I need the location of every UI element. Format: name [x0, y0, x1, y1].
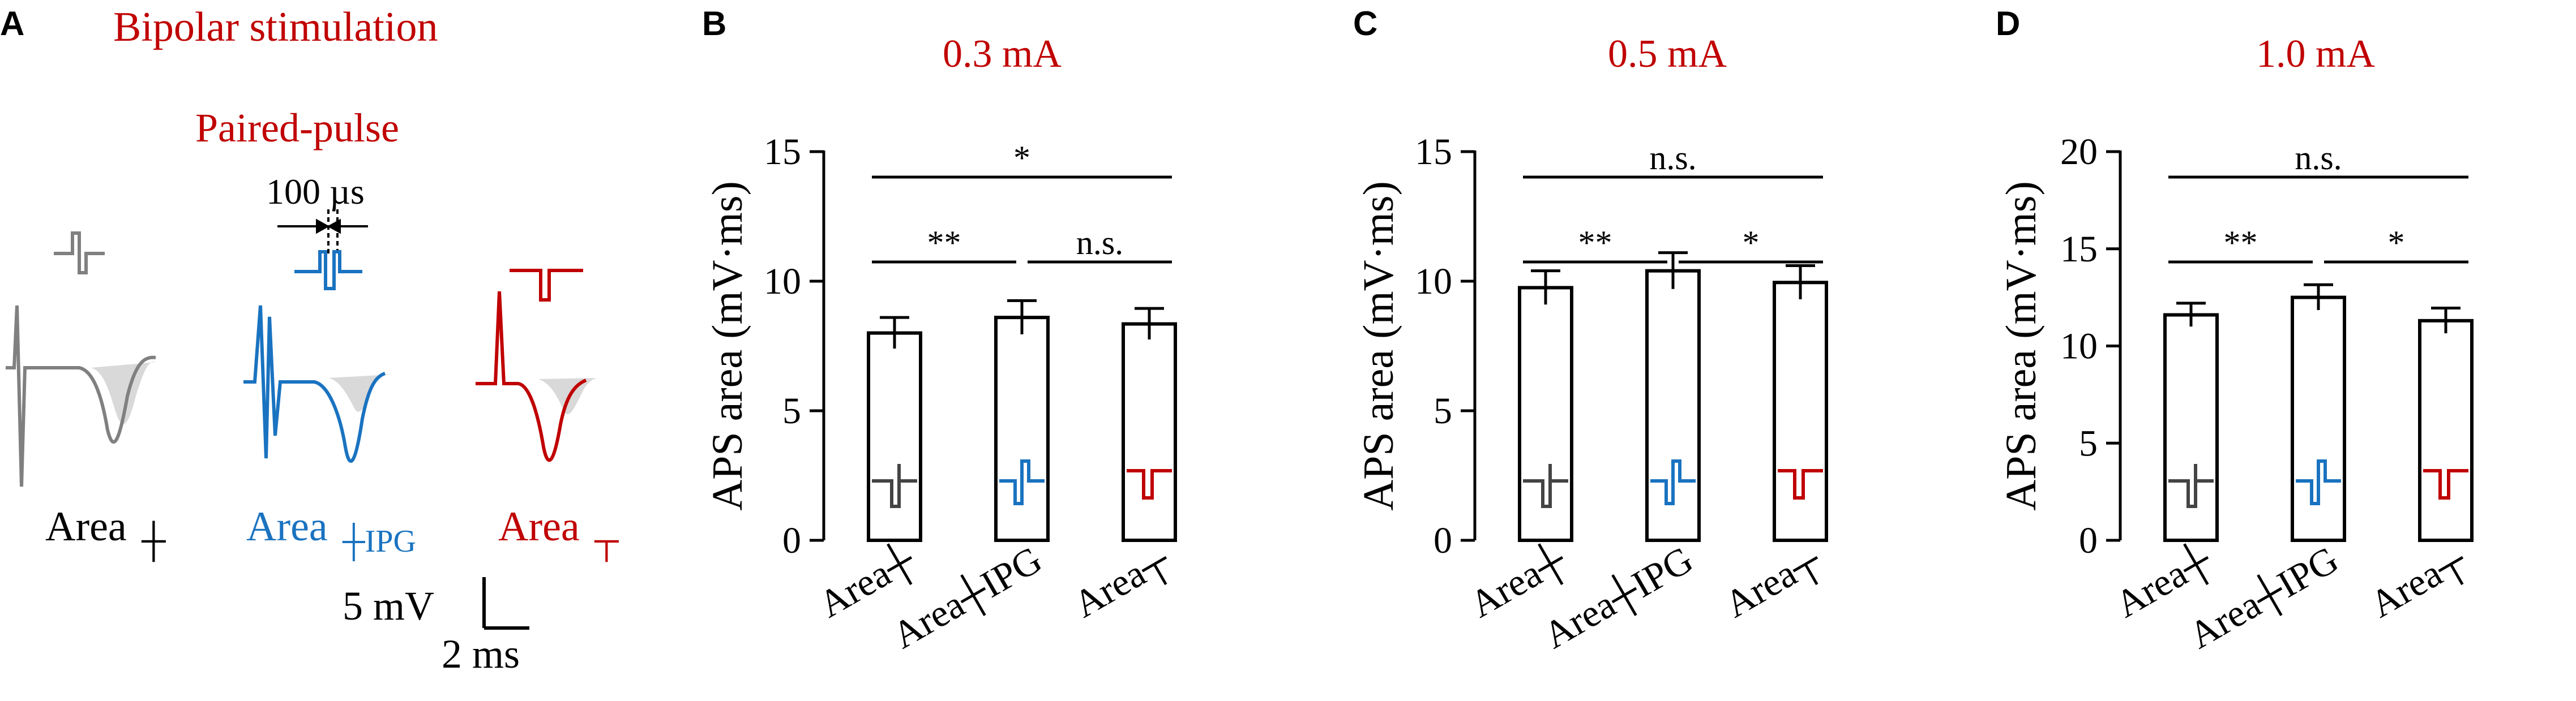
- bar: [2163, 313, 2219, 542]
- category-label: Area┬: [1066, 537, 1178, 629]
- interval-label: 100 µs: [266, 171, 365, 212]
- category-label: Area┬: [2363, 537, 2475, 629]
- svg-text:Area: Area: [45, 504, 127, 550]
- bar: [2418, 319, 2474, 542]
- category-label: Area┬: [1717, 537, 1829, 629]
- waveform-blue: [243, 305, 391, 463]
- significance-label: **: [2224, 224, 2258, 261]
- svg-text:Area: Area: [246, 504, 328, 550]
- stimulus-icon: [872, 464, 917, 508]
- y-tick-label: 5: [2079, 423, 2098, 464]
- panel-a-letter: A: [0, 5, 24, 42]
- y-tick-label: 10: [2060, 326, 2098, 367]
- area-label-1: Area ┼: [45, 504, 166, 562]
- chart-title: 0.5 mA: [1608, 32, 1727, 76]
- chart-title: 0.3 mA: [943, 32, 1062, 76]
- y-tick-label: 15: [1415, 131, 1452, 173]
- significance-label: *: [1013, 139, 1030, 177]
- y-axis-label: APS area (mV·ms): [704, 181, 751, 511]
- waveform-gray: [6, 305, 156, 487]
- y-tick-label: 0: [782, 520, 801, 561]
- stim-icon-blue: [294, 250, 362, 290]
- y-tick-label: 5: [782, 390, 801, 432]
- y-axis-label: APS area (mV·ms): [1355, 181, 1402, 511]
- scale-voltage: 5 mV: [343, 583, 434, 629]
- bar: [1122, 322, 1177, 542]
- y-tick-label: 10: [764, 261, 801, 302]
- stimulus-icon: [2423, 469, 2468, 500]
- area-label-3: Area ┬: [498, 504, 619, 562]
- panel-a-title: Bipolar stimulation: [113, 4, 438, 50]
- significance-label: *: [2388, 224, 2405, 261]
- stimulus-icon: [2168, 464, 2214, 508]
- bar: [867, 331, 922, 542]
- bar: [994, 316, 1050, 542]
- significance-label: n.s.: [2295, 139, 2342, 177]
- significance-label: **: [1578, 224, 1612, 261]
- y-tick-label: 0: [1434, 520, 1452, 561]
- svg-text:┬: ┬: [594, 522, 619, 562]
- chart-title: 1.0 mA: [2256, 32, 2375, 76]
- stimulus-icon: [2296, 459, 2341, 505]
- y-tick-label: 10: [1415, 261, 1452, 302]
- panel-letter: B: [702, 5, 726, 42]
- interval-marker: [277, 209, 368, 255]
- stimulus-icon: [1127, 469, 1172, 500]
- y-tick-label: 15: [764, 131, 801, 173]
- stim-icon-gray: [54, 231, 105, 274]
- panel-letter: C: [1353, 5, 1377, 42]
- bar: [1773, 281, 1828, 542]
- svg-text:┼: ┼: [141, 521, 166, 562]
- stimulus-icon: [999, 459, 1045, 505]
- significance-label: n.s.: [1076, 224, 1123, 261]
- y-tick-label: 20: [2060, 131, 2098, 173]
- y-tick-label: 0: [2079, 520, 2098, 561]
- svg-text:┼IPG: ┼IPG: [342, 523, 416, 561]
- panel-a: A Bipolar stimulation Paired-pulse 100 µ…: [0, 4, 619, 677]
- y-tick-label: 5: [1434, 390, 1452, 432]
- svg-text:Area: Area: [498, 504, 580, 550]
- stim-icon-red: [510, 269, 583, 302]
- scale-time: 2 ms: [442, 631, 520, 677]
- panel-letter: D: [1996, 5, 2020, 42]
- panel-a-subtitle: Paired-pulse: [195, 105, 399, 150]
- y-axis-label: APS area (mV·ms): [1997, 181, 2045, 511]
- y-tick-label: 15: [2060, 229, 2098, 270]
- stimulus-icon: [1778, 469, 1823, 500]
- significance-label: n.s.: [1649, 139, 1696, 177]
- significance-label: **: [927, 224, 961, 261]
- significance-label: *: [1743, 224, 1760, 261]
- stimulus-icon: [1650, 459, 1696, 505]
- waveform-red: [476, 291, 600, 462]
- area-label-2: Area ┼IPG: [246, 504, 416, 561]
- stimulus-icon: [1523, 464, 1568, 508]
- scale-bar: 5 mV 2 ms: [343, 577, 529, 677]
- bar: [1518, 286, 1573, 542]
